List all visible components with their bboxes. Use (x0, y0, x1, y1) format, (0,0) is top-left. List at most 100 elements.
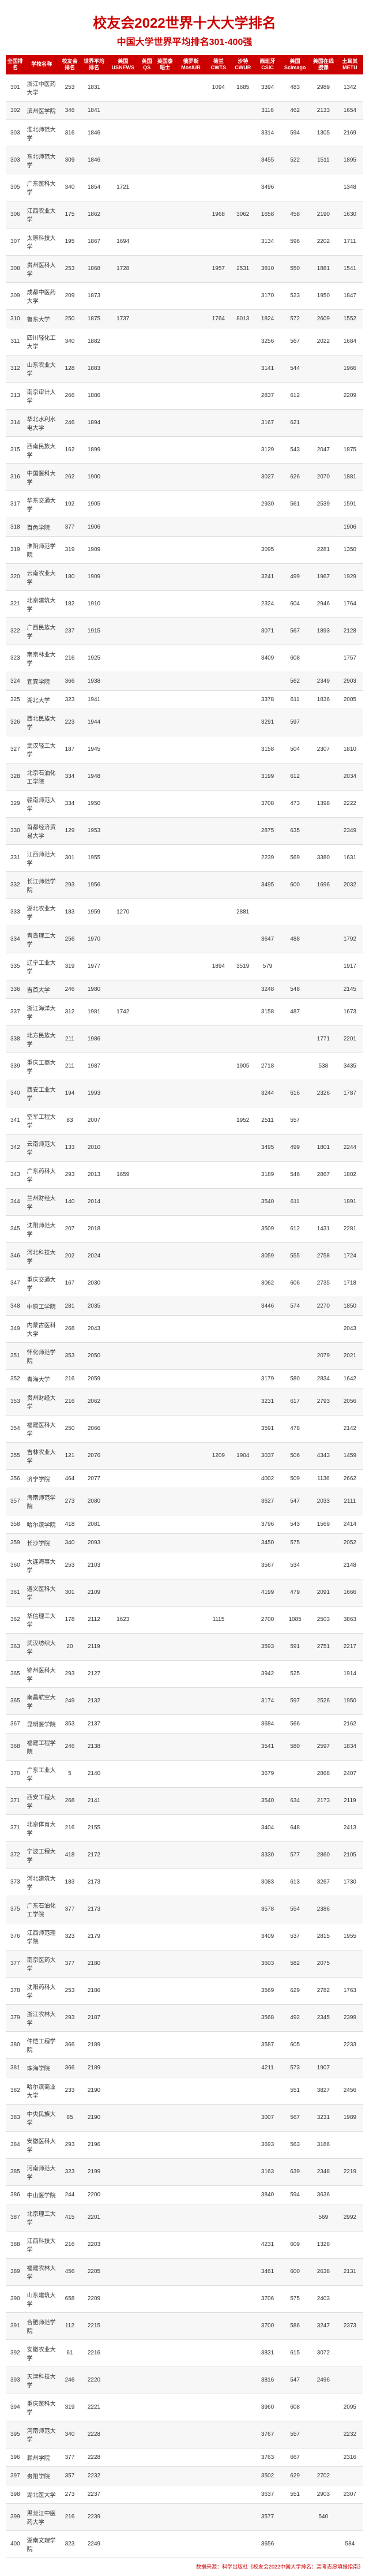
table-cell: 307 (6, 228, 25, 255)
table-cell (155, 871, 175, 898)
table-cell: 321 (6, 590, 25, 617)
table-cell: 311 (6, 328, 25, 355)
table-cell: 2349 (337, 817, 363, 844)
table-cell: 629 (280, 1977, 310, 2004)
table-cell (175, 980, 206, 998)
table-cell (206, 2104, 231, 2131)
table-cell: 2062 (81, 1388, 107, 1415)
table-cell: 北京建筑大学 (25, 590, 59, 617)
footer-source: 数据来源：科学出版社《校友会2022中国大学排名：高考志愿填报指南》 (6, 2563, 363, 2570)
table-cell: 沈阳师范大学 (25, 1215, 59, 1242)
table-cell: 3231 (310, 2104, 337, 2131)
table-cell (139, 2185, 155, 2204)
table-cell: 1886 (81, 382, 107, 409)
table-cell: 2307 (337, 2485, 363, 2503)
table-cell: 310 (6, 309, 25, 328)
table-cell (206, 1552, 231, 1579)
table-cell: 3167 (255, 409, 280, 436)
table-cell (139, 2367, 155, 2394)
table-row: 321北京建筑大学1821910232460429461764 (6, 590, 363, 617)
table-cell: 吉林农业大学 (25, 1442, 59, 1469)
table-row: 348中原工学院2812035344657422701850 (6, 1297, 363, 1315)
table-cell (175, 763, 206, 790)
table-cell (231, 2394, 255, 2421)
table-row: 372宁波工程大学4182172333057728602105 (6, 1841, 363, 1869)
table-cell (139, 790, 155, 817)
table-cell: 1854 (81, 174, 107, 201)
table-cell: 湖北医大学 (25, 2485, 59, 2503)
table-cell (231, 563, 255, 590)
table-cell (107, 409, 139, 436)
table-cell (107, 817, 139, 844)
table-cell: 3059 (255, 1242, 280, 1270)
table-cell: 323 (6, 645, 25, 672)
table-row: 345沈阳师范大学2072018350961214312281 (6, 1215, 363, 1242)
table-cell (310, 409, 337, 436)
table-cell (206, 672, 231, 690)
table-cell (155, 1760, 175, 1787)
table-cell (231, 2104, 255, 2131)
table-cell (155, 355, 175, 382)
table-cell (206, 2312, 231, 2339)
table-row: 388江西科技大学216220342316091328 (6, 2231, 363, 2258)
table-cell: 1802 (337, 1161, 363, 1188)
table-cell: 1771 (310, 1025, 337, 1053)
sub-title: 中国大学世界平均排名301-400强 (6, 34, 363, 48)
table-cell: 591 (280, 1633, 310, 1660)
table-cell (175, 74, 206, 102)
table-cell (175, 817, 206, 844)
table-cell (231, 1297, 255, 1315)
table-cell: 4199 (255, 1579, 280, 1606)
table-cell (231, 436, 255, 463)
table-cell: 1905 (81, 491, 107, 518)
table-cell (155, 690, 175, 709)
table-cell: 381 (6, 2058, 25, 2077)
table-cell (139, 1025, 155, 1053)
table-cell (231, 463, 255, 491)
table-cell: 3248 (255, 980, 280, 998)
table-cell (139, 2448, 155, 2466)
table-cell (206, 590, 231, 617)
table-cell: 320 (6, 563, 25, 590)
table-cell (139, 2530, 155, 2558)
table-cell (175, 1687, 206, 1714)
table-cell: 南京林业大学 (25, 645, 59, 672)
table-cell: 1801 (310, 1134, 337, 1161)
table-cell: 253 (59, 255, 81, 282)
table-cell: 3679 (255, 1760, 280, 1787)
table-cell (107, 2448, 139, 2466)
table-cell: 1810 (337, 736, 363, 763)
table-cell: 1941 (81, 690, 107, 709)
table-cell (175, 2312, 206, 2339)
table-cell (310, 998, 337, 1025)
table-cell (139, 1841, 155, 1869)
table-cell (175, 2004, 206, 2031)
table-cell (337, 2131, 363, 2158)
table-cell: 319 (59, 953, 81, 980)
table-cell: 182 (59, 590, 81, 617)
table-cell: 1955 (81, 844, 107, 871)
table-cell: 2173 (81, 1869, 107, 1896)
table-cell: 2531 (231, 255, 255, 282)
table-cell (139, 1923, 155, 1950)
table-cell (139, 1714, 155, 1733)
table-cell: 317 (6, 491, 25, 518)
table-cell (175, 1869, 206, 1896)
table-cell: 湖北农业大学 (25, 898, 59, 926)
table-cell (139, 1787, 155, 1814)
table-cell: 121 (59, 1442, 81, 1469)
table-cell: 478 (280, 1415, 310, 1442)
table-cell (107, 1215, 139, 1242)
table-cell: 1977 (81, 953, 107, 980)
table-cell: 1763 (337, 1977, 363, 2004)
table-cell: 2228 (81, 2448, 107, 2466)
table-cell: 河北建筑大学 (25, 1869, 59, 1896)
table-cell: 2881 (231, 898, 255, 926)
table-cell (107, 1814, 139, 1841)
table-cell: 3519 (231, 953, 255, 980)
table-cell (231, 2421, 255, 2448)
table-cell (231, 1188, 255, 1215)
table-cell (139, 1515, 155, 1533)
table-cell: 1955 (337, 1923, 363, 1950)
table-cell (155, 1080, 175, 1107)
